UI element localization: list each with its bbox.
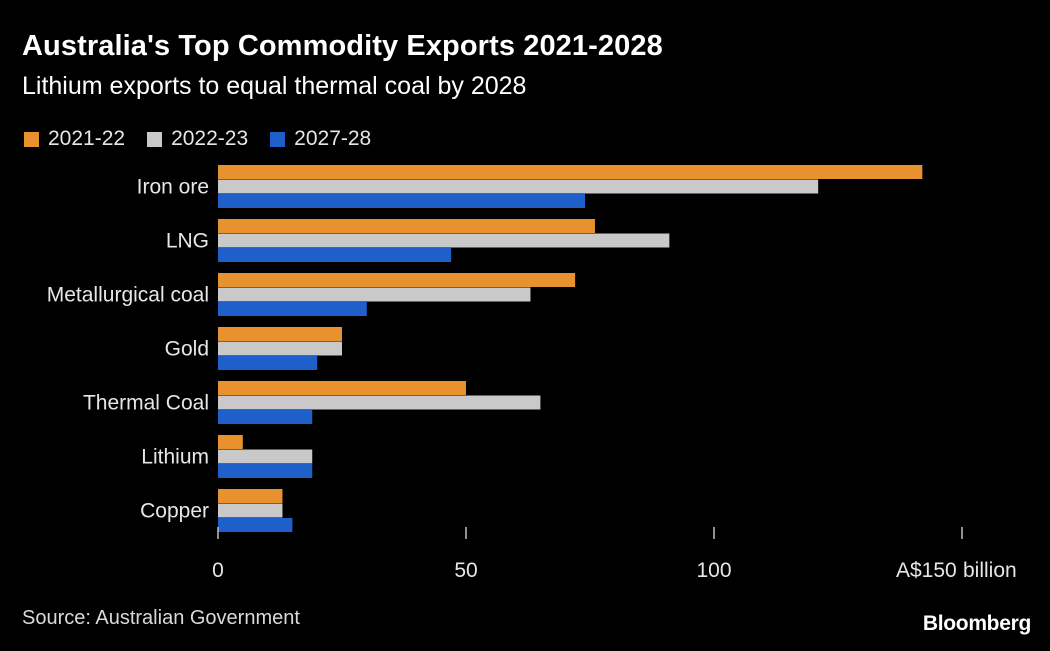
bar-gold-2027-28 [218, 356, 318, 370]
bar-thermal-coal-2021-22 [218, 381, 466, 395]
bar-gold-2022-23 [218, 341, 342, 356]
legend-label-2022-23: 2022-23 [171, 127, 249, 150]
bar-metallurgical-coal-2021-22 [218, 273, 576, 287]
source-note: Source: Australian Government [22, 607, 300, 629]
category-label-metallurgical-coal: Metallurgical coal [47, 284, 209, 307]
legend-item-2027-28: 2027-28 [270, 127, 371, 151]
legend-item-2021-22: 2021-22 [24, 127, 125, 151]
legend-label-2021-22: 2021-22 [48, 127, 126, 150]
legend-swatch-2021-22 [24, 131, 39, 147]
chart-title: Australia's Top Commodity Exports 2021-2… [22, 30, 663, 62]
legend-swatch-2027-28 [270, 131, 286, 147]
bar-iron-ore-2022-23 [218, 179, 819, 194]
bar-copper-2027-28 [218, 518, 293, 532]
bar-iron-ore-2027-28 [218, 194, 586, 208]
bar-thermal-coal-2027-28 [218, 410, 313, 424]
bar-copper-2021-22 [218, 489, 283, 503]
chart-subtitle: Lithium exports to equal thermal coal by… [22, 72, 527, 100]
legend-label-2027-28: 2027-28 [294, 127, 372, 150]
legend: 2021-22 2022-23 2027-28 [24, 127, 393, 151]
bar-metallurgical-coal-2022-23 [218, 287, 531, 302]
bar-gold-2021-22 [218, 327, 342, 341]
category-label-copper: Copper [140, 500, 209, 523]
bar-lithium-2027-28 [218, 464, 313, 478]
x-tick-label-150: A$150 [896, 559, 957, 582]
category-label-thermal-coal: Thermal Coal [83, 392, 209, 415]
bar-lithium-2021-22 [218, 435, 243, 449]
legend-item-2022-23: 2022-23 [147, 127, 248, 151]
category-label-lithium: Lithium [141, 446, 209, 469]
bar-lithium-2022-23 [218, 449, 313, 464]
x-tick-label-50: 50 [454, 559, 477, 582]
bar-metallurgical-coal-2027-28 [218, 302, 367, 316]
bar-lng-2027-28 [218, 248, 452, 262]
x-tick-label-0: 0 [212, 559, 224, 582]
x-axis-unit: billion [963, 559, 1017, 582]
bar-thermal-coal-2022-23 [218, 395, 541, 410]
bar-iron-ore-2021-22 [218, 165, 923, 179]
bar-lng-2022-23 [218, 233, 670, 248]
category-label-lng: LNG [166, 230, 209, 253]
category-label-iron-ore: Iron ore [137, 176, 209, 199]
bloomberg-logo: Bloomberg [922, 612, 1031, 635]
x-tick-label-100: 100 [696, 559, 731, 582]
legend-swatch-2022-23 [147, 131, 163, 147]
bar-copper-2022-23 [218, 503, 283, 518]
bar-lng-2021-22 [218, 219, 595, 233]
category-label-gold: Gold [165, 338, 209, 361]
